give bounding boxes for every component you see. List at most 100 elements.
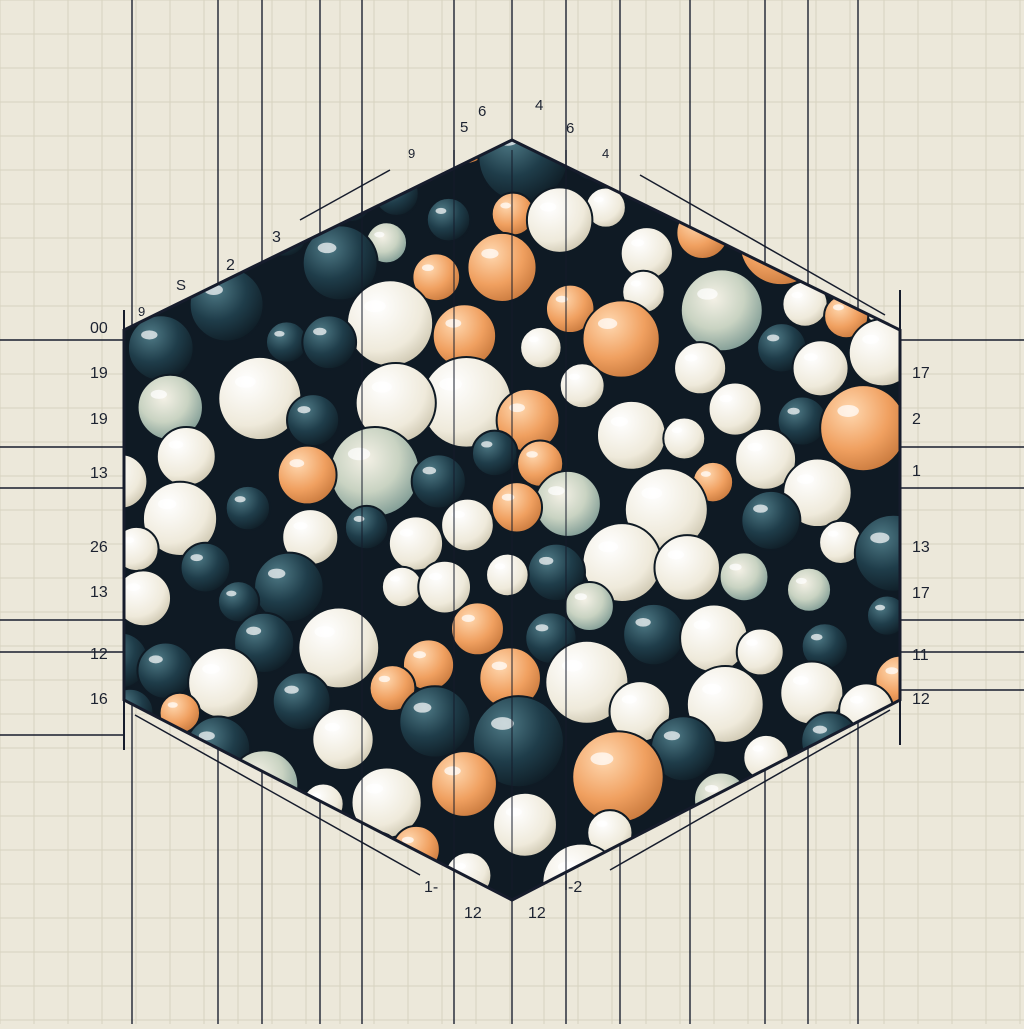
sphere bbox=[124, 761, 148, 812]
sphere bbox=[398, 685, 472, 759]
sphere-highlight bbox=[413, 702, 432, 713]
sphere-highlight bbox=[791, 291, 803, 299]
sphere-highlight bbox=[481, 248, 499, 259]
sphere-highlight bbox=[124, 536, 135, 544]
sphere bbox=[301, 314, 358, 371]
right-label: 2 bbox=[912, 411, 921, 428]
sphere bbox=[124, 525, 160, 573]
sphere-highlight bbox=[297, 406, 311, 414]
top-label: 5 bbox=[460, 119, 468, 136]
sphere-highlight bbox=[267, 568, 286, 579]
sphere bbox=[650, 826, 703, 879]
sphere-highlight bbox=[843, 875, 855, 881]
sphere-highlight bbox=[439, 377, 462, 391]
sphere bbox=[466, 231, 538, 304]
sphere-highlight bbox=[719, 831, 742, 845]
sphere-highlight bbox=[652, 120, 671, 131]
sphere-highlight bbox=[630, 280, 642, 287]
sphere-highlight bbox=[684, 354, 698, 362]
top-label: S bbox=[176, 277, 186, 294]
sphere bbox=[485, 552, 530, 598]
sphere bbox=[838, 682, 895, 739]
sphere bbox=[673, 341, 728, 396]
sphere-highlight bbox=[313, 327, 327, 336]
sphere bbox=[378, 879, 422, 900]
sphere-highlight bbox=[792, 676, 809, 685]
sphere-highlight bbox=[702, 683, 722, 695]
sphere-highlight bbox=[494, 563, 506, 570]
sphere-highlight bbox=[753, 504, 768, 513]
top-label: 9 bbox=[138, 304, 145, 319]
sphere bbox=[719, 140, 763, 171]
sphere-highlight bbox=[289, 459, 305, 468]
sphere-highlight bbox=[234, 376, 256, 388]
sphere-highlight bbox=[663, 731, 681, 741]
sphere bbox=[440, 497, 495, 553]
sphere bbox=[288, 835, 370, 900]
sphere-highlight bbox=[643, 894, 655, 900]
guide-line bbox=[299, 169, 391, 221]
sphere-highlight bbox=[862, 334, 879, 344]
sphere bbox=[568, 140, 620, 182]
sphere-highlight bbox=[700, 471, 711, 477]
sphere bbox=[746, 775, 796, 826]
top-label: 4 bbox=[535, 97, 543, 114]
sphere bbox=[150, 786, 211, 848]
sphere-highlight bbox=[141, 330, 158, 340]
sphere-highlight bbox=[870, 532, 890, 544]
sphere bbox=[124, 453, 149, 510]
sphere-highlight bbox=[365, 783, 384, 794]
sphere-highlight bbox=[496, 140, 519, 146]
sphere-highlight bbox=[635, 617, 651, 627]
sphere-highlight bbox=[422, 466, 437, 475]
sphere-highlight bbox=[157, 498, 177, 510]
top-label: 6 bbox=[478, 103, 486, 120]
sphere-highlight bbox=[284, 685, 299, 694]
sphere-highlight bbox=[167, 702, 178, 708]
sphere bbox=[157, 140, 224, 200]
sphere-highlight bbox=[126, 583, 141, 592]
bottom-label: -2 bbox=[568, 879, 582, 896]
top-label: 4 bbox=[602, 146, 609, 161]
sphere bbox=[700, 809, 793, 900]
sphere bbox=[653, 534, 721, 602]
left-label: 19 bbox=[90, 411, 108, 428]
sphere bbox=[855, 177, 900, 261]
sphere bbox=[470, 429, 519, 478]
sphere-highlight bbox=[190, 554, 203, 562]
hexagon-outline bbox=[122, 138, 902, 902]
sphere bbox=[345, 279, 435, 368]
sphere-highlight bbox=[561, 659, 583, 672]
sphere-highlight bbox=[305, 854, 326, 866]
sphere bbox=[819, 384, 900, 473]
guide-line bbox=[639, 174, 886, 316]
bottom-label: 1- bbox=[424, 879, 438, 896]
sphere-highlight bbox=[535, 624, 549, 632]
sphere-highlight bbox=[421, 264, 434, 272]
top-label: 6 bbox=[566, 120, 574, 137]
sphere-highlight bbox=[747, 442, 763, 452]
sphere-highlight bbox=[317, 242, 337, 254]
sphere-highlight bbox=[509, 403, 525, 413]
guide-line bbox=[134, 714, 421, 876]
sphere bbox=[328, 426, 421, 518]
sphere bbox=[718, 551, 770, 603]
sphere-highlight bbox=[150, 389, 167, 399]
sphere-highlight bbox=[752, 745, 764, 752]
sphere bbox=[610, 857, 654, 900]
sphere-highlight bbox=[214, 244, 226, 251]
sphere bbox=[179, 541, 232, 594]
sphere-highlight bbox=[124, 251, 131, 258]
sphere-highlight bbox=[501, 493, 515, 501]
sphere bbox=[276, 444, 338, 506]
left-label: 16 bbox=[90, 691, 108, 708]
sphere-highlight bbox=[815, 126, 832, 136]
sphere-highlight bbox=[837, 404, 859, 417]
sphere-highlight bbox=[228, 884, 244, 894]
sphere bbox=[330, 180, 373, 224]
sphere-highlight bbox=[324, 722, 340, 732]
sphere-highlight bbox=[371, 381, 392, 393]
sphere-highlight bbox=[413, 651, 426, 659]
sphere-highlight bbox=[202, 663, 220, 674]
sphere bbox=[769, 869, 815, 900]
